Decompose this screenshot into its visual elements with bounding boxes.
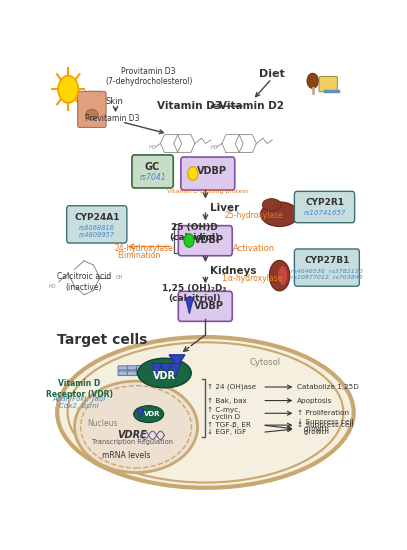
FancyBboxPatch shape <box>178 292 232 321</box>
Text: OH: OH <box>116 275 123 280</box>
Ellipse shape <box>278 266 287 285</box>
Polygon shape <box>186 298 193 313</box>
Text: VDBP: VDBP <box>197 167 227 177</box>
Ellipse shape <box>138 358 191 388</box>
Text: Vitamin D2: Vitamin D2 <box>219 101 284 111</box>
Text: VDR: VDR <box>153 371 176 381</box>
Text: VDRE: VDRE <box>117 430 147 441</box>
Text: ↑ 24 (OH)ase: ↑ 24 (OH)ase <box>207 384 256 390</box>
Text: Skin: Skin <box>105 97 123 107</box>
Text: Vitamin D binding protein: Vitamin D binding protein <box>167 189 248 194</box>
Text: CYP2R1: CYP2R1 <box>305 198 344 207</box>
FancyBboxPatch shape <box>178 226 232 256</box>
Text: GC: GC <box>145 162 160 172</box>
Ellipse shape <box>133 406 164 422</box>
Text: ↑ C-myc,
  cyclin D: ↑ C-myc, cyclin D <box>207 406 241 420</box>
Text: Apoptosis: Apoptosis <box>297 398 332 404</box>
Text: Provitamin D3
(7-dehydrocholesterol): Provitamin D3 (7-dehydrocholesterol) <box>105 67 193 86</box>
Text: ApaI, FokI, TaqI
Cdx2, BsmI: ApaI, FokI, TaqI Cdx2, BsmI <box>53 396 106 409</box>
Text: rs6068816
rs4809957: rs6068816 rs4809957 <box>79 224 115 238</box>
Text: Calcitroic acid
(inactive): Calcitroic acid (inactive) <box>57 272 111 292</box>
Circle shape <box>188 167 198 180</box>
Text: Liver: Liver <box>210 203 239 213</box>
Text: 25-hydroxylase: 25-hydroxylase <box>224 211 283 219</box>
FancyBboxPatch shape <box>181 157 235 190</box>
Circle shape <box>307 73 318 89</box>
Polygon shape <box>151 364 162 377</box>
Text: VDBP: VDBP <box>194 235 224 245</box>
Text: ↑ Proliferation: ↑ Proliferation <box>297 410 349 416</box>
Text: ↓ Suppress cell
   growth: ↓ Suppress cell growth <box>297 422 353 436</box>
Text: HO: HO <box>149 145 156 151</box>
Text: Vitamin D
Receptor (VDR): Vitamin D Receptor (VDR) <box>46 379 113 399</box>
FancyBboxPatch shape <box>67 206 127 243</box>
FancyBboxPatch shape <box>136 365 146 375</box>
Text: Kidneys: Kidneys <box>210 266 257 277</box>
Text: Vitamin D3: Vitamin D3 <box>157 101 222 111</box>
Text: RXR: RXR <box>128 368 137 373</box>
Text: HO: HO <box>49 284 56 289</box>
FancyBboxPatch shape <box>319 76 337 92</box>
Ellipse shape <box>269 260 290 291</box>
Text: rs4646536  rs3782130
rs10877012  rs703842: rs4646536 rs3782130 rs10877012 rs703842 <box>291 269 363 280</box>
Ellipse shape <box>74 381 197 472</box>
Ellipse shape <box>260 202 298 227</box>
Ellipse shape <box>57 337 354 488</box>
Text: ↑ Bak, bax: ↑ Bak, bax <box>207 398 247 404</box>
Text: Diet: Diet <box>259 69 284 79</box>
Text: ↑ TGF-β, ER: ↑ TGF-β, ER <box>207 422 251 428</box>
Ellipse shape <box>262 199 281 211</box>
Text: mRNA levels: mRNA levels <box>103 451 151 460</box>
Text: Catabolize 1,25D: Catabolize 1,25D <box>297 384 359 390</box>
Circle shape <box>58 76 78 103</box>
Text: Transcription Regulation: Transcription Regulation <box>92 439 173 445</box>
Text: Elimination: Elimination <box>118 251 161 260</box>
FancyBboxPatch shape <box>127 366 137 376</box>
Text: HO: HO <box>210 145 218 151</box>
Text: 1,α-hydroxylase: 1,α-hydroxylase <box>221 274 282 283</box>
Text: rs10741657: rs10741657 <box>303 210 346 216</box>
Circle shape <box>184 234 194 248</box>
Polygon shape <box>137 409 144 417</box>
Text: VDBP: VDBP <box>194 301 224 311</box>
Text: Cytosol: Cytosol <box>250 358 281 367</box>
FancyBboxPatch shape <box>118 366 128 376</box>
Text: 25 (OH)D
(calcidiol): 25 (OH)D (calcidiol) <box>169 223 219 242</box>
FancyBboxPatch shape <box>132 155 173 188</box>
Polygon shape <box>169 355 185 367</box>
Text: Target cells: Target cells <box>57 333 148 348</box>
FancyBboxPatch shape <box>294 249 359 286</box>
Text: Previtamin D3: Previtamin D3 <box>85 114 140 123</box>
Text: 1,25D: 1,25D <box>135 368 148 372</box>
FancyBboxPatch shape <box>294 191 354 223</box>
Ellipse shape <box>85 109 98 120</box>
FancyBboxPatch shape <box>78 91 106 128</box>
Polygon shape <box>171 364 181 377</box>
Text: ↓ Suppress cell
   growth: ↓ Suppress cell growth <box>297 419 353 432</box>
Text: VDR: VDR <box>144 411 160 417</box>
Text: ↓ EGF, IGF: ↓ EGF, IGF <box>207 429 246 436</box>
Polygon shape <box>161 364 171 377</box>
Text: Nucleus: Nucleus <box>88 419 118 428</box>
Text: CYP24A1: CYP24A1 <box>74 213 120 222</box>
Text: 1,25 (OH)₂D₃
(calcitriol): 1,25 (OH)₂D₃ (calcitriol) <box>162 284 227 303</box>
Text: rs7041: rs7041 <box>139 173 166 182</box>
Text: 24-hydroxylase: 24-hydroxylase <box>114 244 173 252</box>
Text: CYP27B1: CYP27B1 <box>304 256 350 266</box>
Text: RXR: RXR <box>118 368 127 373</box>
Text: Activation: Activation <box>233 244 276 252</box>
